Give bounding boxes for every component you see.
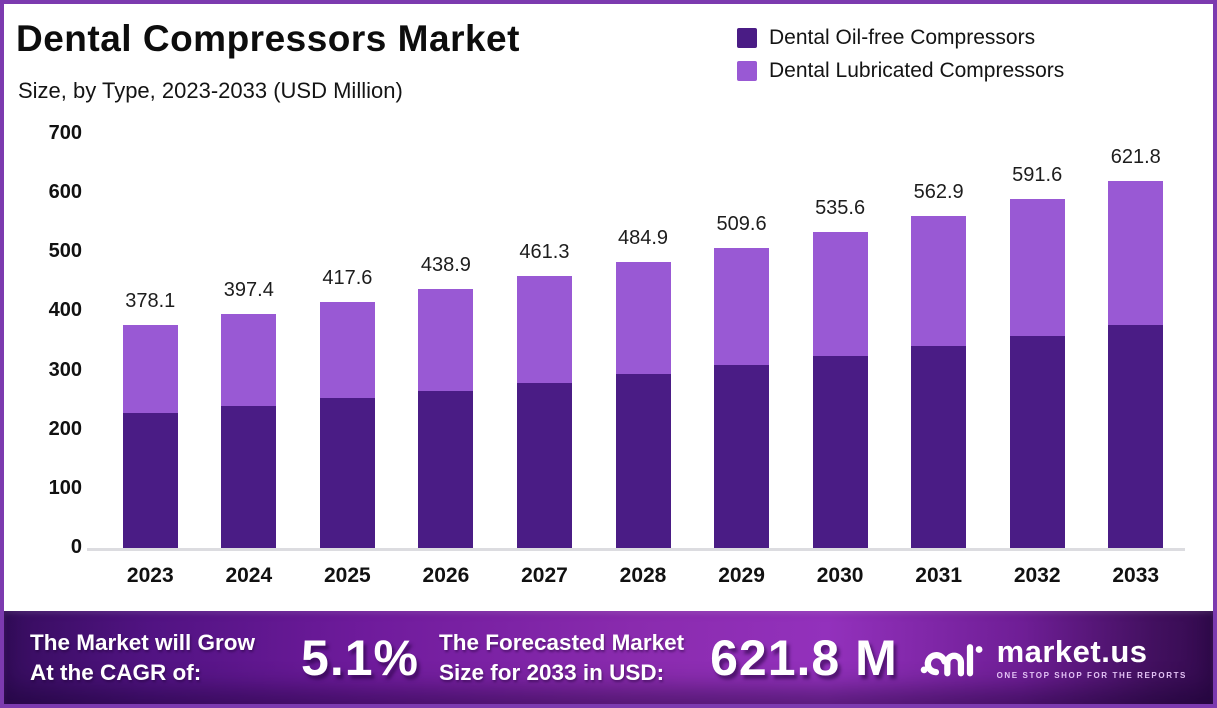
y-axis-tick-label: 300 xyxy=(48,358,82,381)
bar-total-label: 591.6 xyxy=(1012,164,1063,187)
y-axis-tick-label: 600 xyxy=(48,181,82,204)
bar-segment-lubricated[interactable] xyxy=(516,276,572,383)
x-axis-tick-label: 2027 xyxy=(521,564,568,587)
bar-total-label: 461.3 xyxy=(519,241,570,264)
y-axis-tick-label: 0 xyxy=(70,536,82,558)
bar-segment-lubricated[interactable] xyxy=(319,302,375,399)
bar-segment-oil-free[interactable] xyxy=(1009,335,1065,549)
legend-label: Dental Oil-free Compressors xyxy=(769,26,1036,49)
brand-tagline: ONE STOP SHOP FOR THE REPORTS xyxy=(996,670,1187,680)
legend-item[interactable]: Dental Lubricated Compressors xyxy=(737,59,1064,83)
x-axis-tick-label: 2023 xyxy=(126,564,174,587)
bar-total-label: 417.6 xyxy=(322,267,373,290)
bar-column: 438.9 xyxy=(397,135,496,549)
bar-segment-oil-free[interactable] xyxy=(1108,324,1164,549)
brand-text: market.us ONE STOP SHOP FOR THE REPORTS xyxy=(997,636,1187,680)
x-axis-tick-label: 2029 xyxy=(718,564,765,587)
forecast-value: 621.8 M xyxy=(710,629,898,686)
bar-segment-oil-free[interactable] xyxy=(615,374,671,549)
x-axis-tick-label: 2028 xyxy=(619,564,667,587)
brand-name: market.us xyxy=(996,633,1148,669)
bar-segment-lubricated[interactable] xyxy=(1009,199,1065,336)
forecast-label: The Forecasted Market Size for 2033 in U… xyxy=(439,628,684,687)
bar-segment-lubricated[interactable] xyxy=(221,313,277,406)
bar-column: 509.6 xyxy=(692,135,791,549)
x-axis-tick-label: 2033 xyxy=(1112,564,1160,587)
bar-column: 621.8 xyxy=(1086,135,1185,549)
bar-column: 461.3 xyxy=(495,135,594,549)
cagr-value: 5.1% xyxy=(301,629,420,686)
y-axis-tick-label: 500 xyxy=(48,240,82,263)
legend-item[interactable]: Dental Oil-free Compressors xyxy=(737,26,1064,50)
legend-swatch-icon xyxy=(737,28,757,48)
cagr-label: The Market will Grow At the CAGR of: xyxy=(30,628,255,687)
x-axis-tick-label: 2032 xyxy=(1013,564,1061,587)
x-axis-tick-label: 2024 xyxy=(225,564,273,587)
footer-banner: The Market will Grow At the CAGR of: 5.1… xyxy=(4,611,1213,704)
bar-column: 535.6 xyxy=(791,135,890,549)
bar-segment-lubricated[interactable] xyxy=(714,247,770,366)
y-axis-tick-label: 700 xyxy=(48,122,82,144)
x-axis-line xyxy=(87,548,1185,551)
bar-total-label: 378.1 xyxy=(125,290,176,313)
bar-segment-oil-free[interactable] xyxy=(516,382,572,549)
bar-total-label: 621.8 xyxy=(1110,146,1161,169)
bars-row: 378.1 397.4 417.6 438.9 461.3 484.9 509.6 535.6… xyxy=(101,135,1185,549)
bar-segment-lubricated[interactable] xyxy=(122,325,178,413)
bar-segment-lubricated[interactable] xyxy=(812,232,868,356)
bar-column: 591.6 xyxy=(988,135,1087,549)
x-axis-tick-label: 2031 xyxy=(915,564,962,587)
legend-swatch-icon xyxy=(737,61,757,81)
bar-column: 562.9 xyxy=(889,135,988,549)
bar-segment-lubricated[interactable] xyxy=(615,262,671,375)
page-title: Dental Compressors Market xyxy=(16,18,520,59)
market-us-logo-icon xyxy=(920,643,983,676)
bar-column: 484.9 xyxy=(594,135,693,549)
bar-segment-oil-free[interactable] xyxy=(221,405,277,549)
bar-total-label: 562.9 xyxy=(913,181,964,204)
bar-segment-oil-free[interactable] xyxy=(418,390,474,549)
bar-segment-oil-free[interactable] xyxy=(911,345,967,549)
bar-column: 417.6 xyxy=(298,135,397,549)
bar-total-label: 509.6 xyxy=(716,212,767,235)
bar-total-label: 484.9 xyxy=(617,227,669,250)
bar-segment-lubricated[interactable] xyxy=(418,289,474,391)
x-axis-tick-label: 2026 xyxy=(422,564,470,587)
x-axis-labels: 2023 2024 2025 2026 2027 2028 2029 2030 2031 2032… xyxy=(101,564,1185,588)
bar-total-label: 397.4 xyxy=(223,278,274,301)
bar-segment-oil-free[interactable] xyxy=(714,365,770,549)
y-axis-tick-label: 200 xyxy=(48,417,82,440)
forecast-label-line1: The Forecasted Market xyxy=(439,629,685,655)
x-axis-tick-label: 2025 xyxy=(324,564,371,587)
y-axis-tick-label: 100 xyxy=(48,476,82,499)
legend-label: Dental Lubricated Compressors xyxy=(769,59,1065,82)
cagr-label-line1: The Market will Grow xyxy=(30,629,256,655)
forecast-label-line2: Size for 2033 in USD: xyxy=(439,659,665,685)
bar-segment-oil-free[interactable] xyxy=(319,398,375,549)
cagr-label-line2: At the CAGR of: xyxy=(30,659,202,685)
bar-segment-oil-free[interactable] xyxy=(122,412,178,549)
y-axis-tick-label: 400 xyxy=(48,299,82,322)
x-axis-tick-label: 2030 xyxy=(816,564,864,587)
brand-logo[interactable]: market.us ONE STOP SHOP FOR THE REPORTS xyxy=(919,633,1187,683)
bar-segment-lubricated[interactable] xyxy=(1108,181,1164,325)
bar-segment-lubricated[interactable] xyxy=(911,216,967,346)
chart-legend: Dental Oil-free Compressors Dental Lubric… xyxy=(737,26,1064,83)
bar-column: 397.4 xyxy=(200,135,299,549)
bar-column: 378.1 xyxy=(101,135,200,549)
bar-segment-oil-free[interactable] xyxy=(812,355,868,549)
bar-total-label: 438.9 xyxy=(420,254,471,277)
bar-total-label: 535.6 xyxy=(815,197,866,220)
page-subtitle: Size, by Type, 2023-2033 (USD Million) xyxy=(18,78,403,103)
